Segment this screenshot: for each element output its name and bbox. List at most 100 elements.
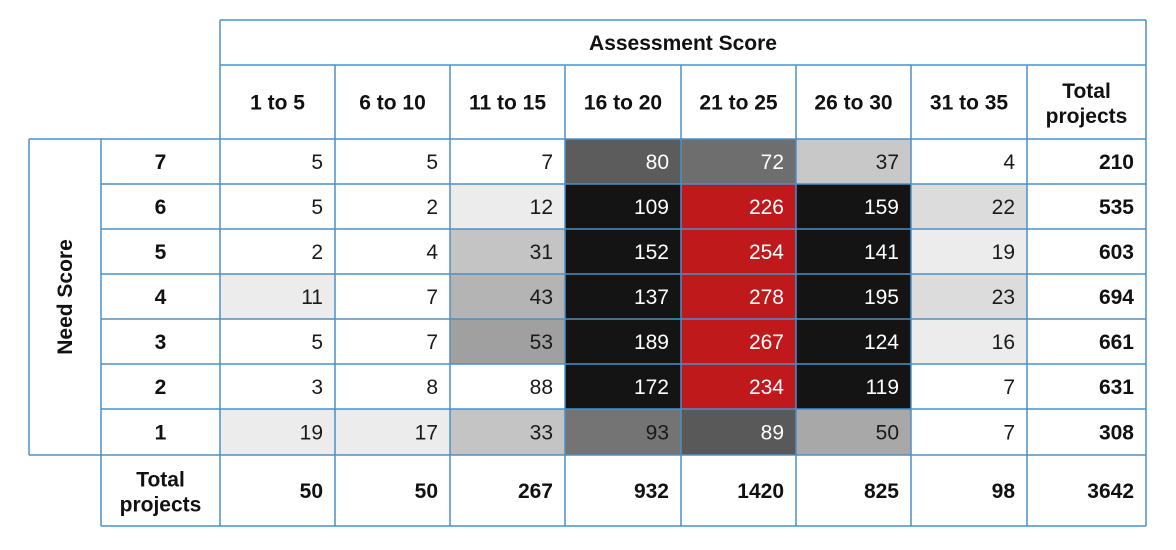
heatmap-cell — [796, 184, 911, 229]
heatmap-cell — [450, 139, 565, 184]
cell-value: 16 — [992, 331, 1015, 354]
cell-value: 254 — [749, 241, 784, 264]
cell-value: 80 — [646, 151, 669, 174]
total-row-header: Total — [136, 469, 185, 492]
cell-value: 8 — [426, 376, 438, 399]
heatmap-cell — [796, 229, 911, 274]
heatmap-cell — [335, 139, 450, 184]
row-total: 535 — [1099, 196, 1134, 219]
x-tick-label: 6 to 10 — [359, 92, 426, 115]
row-total: 694 — [1099, 286, 1134, 309]
heatmap-cell — [220, 274, 335, 319]
y-tick-label: 1 — [155, 422, 167, 445]
cell-value: 12 — [530, 196, 553, 219]
x-tick-label: 11 to 15 — [469, 92, 546, 115]
heatmap-cell — [450, 364, 565, 409]
cell-value: 195 — [864, 286, 899, 309]
heatmap-cell — [681, 319, 796, 364]
heatmap-cell — [911, 274, 1027, 319]
cell-value: 89 — [761, 422, 784, 445]
cell-value: 172 — [634, 376, 669, 399]
x-tick-label: 26 to 30 — [814, 92, 892, 115]
column-total: 932 — [634, 480, 669, 503]
heatmap-cell — [335, 364, 450, 409]
cell-value: 4 — [1003, 151, 1015, 174]
cell-value: 22 — [992, 196, 1015, 219]
row-total: 661 — [1099, 331, 1134, 354]
column-total: 50 — [415, 480, 438, 503]
cell-value: 50 — [876, 422, 899, 445]
heatmap-cell — [681, 364, 796, 409]
heatmap-cell — [565, 319, 681, 364]
heatmap-cell — [335, 319, 450, 364]
cell-value: 119 — [866, 376, 899, 399]
heatmap-cell — [335, 274, 450, 319]
column-total: 98 — [992, 480, 1016, 503]
row-total: 603 — [1099, 241, 1134, 264]
column-total: 267 — [518, 480, 553, 503]
heatmap-cell — [450, 409, 565, 455]
heatmap-cell — [911, 139, 1027, 184]
heatmap-cell — [565, 184, 681, 229]
cell-value: 72 — [761, 151, 784, 174]
cell-value: 189 — [634, 331, 669, 354]
cell-value: 141 — [864, 241, 899, 264]
cell-value: 5 — [311, 151, 323, 174]
cell-value: 267 — [749, 331, 784, 354]
x-tick-label: 1 to 5 — [250, 92, 305, 115]
heatmap-cell — [911, 229, 1027, 274]
cell-value: 53 — [530, 331, 553, 354]
cell-value: 137 — [634, 286, 669, 309]
heatmap-cell — [565, 409, 681, 455]
heatmap-cell — [681, 229, 796, 274]
row-total: 308 — [1099, 422, 1134, 445]
total-column-header: projects — [1046, 105, 1128, 128]
cell-value: 43 — [530, 286, 553, 309]
total-row-header: projects — [120, 494, 202, 517]
heatmap-cell — [796, 319, 911, 364]
cell-value: 159 — [864, 196, 899, 219]
cell-value: 5 — [426, 151, 438, 174]
heatmap-cell — [565, 139, 681, 184]
heatmap-cell — [796, 274, 911, 319]
cell-value: 17 — [415, 422, 438, 445]
cell-value: 234 — [749, 376, 784, 399]
cell-value: 19 — [300, 422, 323, 445]
heatmap-cell — [911, 184, 1027, 229]
cell-value: 19 — [992, 241, 1015, 264]
heatmap-cell — [450, 229, 565, 274]
heatmap-cell — [681, 274, 796, 319]
cell-value: 7 — [426, 286, 438, 309]
heatmap-cell — [220, 319, 335, 364]
heatmap-cell — [220, 229, 335, 274]
row-total: 631 — [1099, 376, 1134, 399]
x-tick-label: 16 to 20 — [584, 92, 662, 115]
heatmap-cell — [220, 364, 335, 409]
heatmap-cell — [681, 409, 796, 455]
heatmap-cell — [220, 184, 335, 229]
heatmap-cell — [565, 274, 681, 319]
heatmap-cell — [911, 409, 1027, 455]
cell-value: 152 — [634, 241, 669, 264]
cell-value: 124 — [864, 331, 899, 354]
y-tick-label: 3 — [155, 331, 167, 354]
cell-value: 7 — [1003, 422, 1015, 445]
row-total: 210 — [1099, 151, 1134, 174]
x-tick-label: 21 to 25 — [699, 92, 778, 115]
cell-value: 23 — [992, 286, 1015, 309]
heatmap-cell — [565, 364, 681, 409]
cell-value: 93 — [646, 422, 669, 445]
heatmap-cell — [450, 319, 565, 364]
cell-value: 109 — [634, 196, 669, 219]
column-total: 1420 — [737, 480, 784, 503]
heatmap-cell — [796, 139, 911, 184]
cell-value: 3 — [311, 376, 323, 399]
heatmap-cell — [565, 229, 681, 274]
cell-value: 37 — [876, 151, 899, 174]
heatmap-cell — [911, 364, 1027, 409]
heatmap-cell — [796, 364, 911, 409]
cell-value: 7 — [541, 151, 553, 174]
cell-value: 88 — [530, 376, 553, 399]
y-tick-label: 7 — [155, 151, 167, 174]
